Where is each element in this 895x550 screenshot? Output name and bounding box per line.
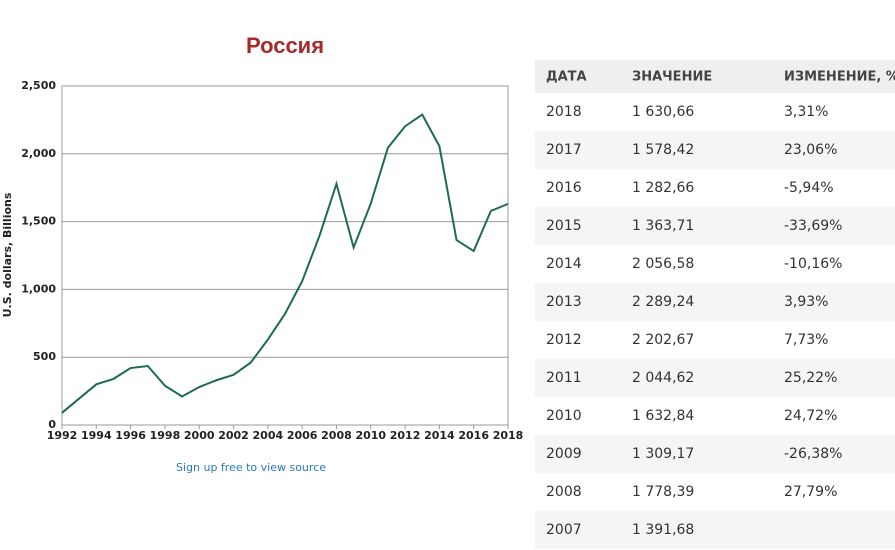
table-cell: 2 056,58 (632, 256, 695, 272)
table-row: 2012 2 202,67 7,73% (535, 321, 895, 359)
table-cell: 2 202,67 (632, 332, 695, 348)
table-cell: ИЗМЕНЕНИЕ, % (784, 69, 895, 84)
x-tick-label: 2014 (424, 429, 455, 442)
x-tick-label: 1998 (150, 429, 181, 442)
table-cell: ДАТА (546, 69, 587, 84)
table-cell: 2011 (546, 370, 582, 386)
data-table: ДАТА ЗНАЧЕНИЕ ИЗМЕНЕНИЕ, % 2018 1 630,66 3,31… (535, 60, 895, 549)
x-tick-label: 2006 (287, 429, 318, 442)
table-row: 2014 2 056,58 -10,16% (535, 245, 895, 283)
table-cell: 1 363,71 (632, 218, 695, 234)
y-tick-label: 500 (33, 350, 56, 363)
table-cell: 1 309,17 (632, 446, 695, 462)
x-tick-label: 2016 (458, 429, 489, 442)
x-tick-label: 2002 (218, 429, 249, 442)
y-tick-label: 2,000 (21, 147, 56, 160)
table-cell: 2010 (546, 408, 582, 424)
data-line (61, 113, 509, 414)
x-tick-label: 2012 (390, 429, 421, 442)
table-row: 2007 1 391,68 (535, 511, 895, 549)
table-cell: 2015 (546, 218, 582, 234)
source-link[interactable]: Sign up free to view source (176, 461, 326, 474)
x-tick-label: 2008 (321, 429, 352, 442)
x-tick-label: 1996 (115, 429, 146, 442)
chart: Россия U.S. dollars, Billions Sign up fr… (1, 33, 524, 474)
table-cell: 23,06% (784, 142, 838, 158)
table-cell: 1 630,66 (632, 104, 695, 120)
table-cell: ЗНАЧЕНИЕ (632, 69, 713, 84)
table-cell: 3,93% (784, 294, 829, 310)
y-tick-label: 0 (48, 418, 56, 431)
table-cell: 2016 (546, 180, 582, 196)
plot-area (61, 85, 509, 426)
table-cell: -26,38% (784, 446, 843, 462)
table-cell: 1 391,68 (632, 522, 695, 538)
table-cell: 27,79% (784, 484, 838, 500)
table-cell: 2008 (546, 484, 582, 500)
table-cell: 3,31% (784, 104, 829, 120)
table-row: 2016 1 282,66 -5,94% (535, 169, 895, 207)
x-tick-label: 2000 (184, 429, 215, 442)
y-axis-label: U.S. dollars, Billions (1, 192, 14, 317)
chart-title: Россия (246, 33, 324, 58)
table-cell: -5,94% (784, 180, 834, 196)
table-cell: 24,72% (784, 408, 838, 424)
x-tick-label: 2018 (493, 429, 524, 442)
table-row: 2008 1 778,39 27,79% (535, 473, 895, 511)
table-cell: 1 282,66 (632, 180, 695, 196)
table-cell: 2 044,62 (632, 370, 695, 386)
table-cell: 7,73% (784, 332, 829, 348)
table-cell: -10,16% (784, 256, 843, 272)
y-tick-label: 1,500 (21, 215, 56, 228)
table-row: 2013 2 289,24 3,93% (535, 283, 895, 321)
table-cell: 2007 (546, 522, 582, 538)
x-tick-label: 1992 (47, 429, 78, 442)
x-tick-label: 2004 (253, 429, 284, 442)
table-cell: 2013 (546, 294, 582, 310)
table-row: 2011 2 044,62 25,22% (535, 359, 895, 397)
x-tick-label: 1994 (81, 429, 112, 442)
table-cell: 2 289,24 (632, 294, 695, 310)
table-cell: 2012 (546, 332, 582, 348)
table-row: ДАТА ЗНАЧЕНИЕ ИЗМЕНЕНИЕ, % (535, 60, 895, 93)
table-cell: 25,22% (784, 370, 838, 386)
table-cell: 2009 (546, 446, 582, 462)
table-cell: 2014 (546, 256, 582, 272)
table-cell: 2018 (546, 104, 582, 120)
table-cell: 1 632,84 (632, 408, 695, 424)
table-row: 2018 1 630,66 3,31% (535, 93, 895, 131)
table-cell: 1 778,39 (632, 484, 695, 500)
y-tick-label: 1,000 (21, 282, 56, 295)
table-cell: 1 578,42 (632, 142, 695, 158)
table-row: 2009 1 309,17 -26,38% (535, 435, 895, 473)
y-tick-label: 2,500 (21, 79, 56, 92)
x-tick-label: 2010 (355, 429, 386, 442)
table-row: 2010 1 632,84 24,72% (535, 397, 895, 435)
table-row: 2017 1 578,42 23,06% (535, 131, 895, 169)
table-row: 2015 1 363,71 -33,69% (535, 207, 895, 245)
table-cell: 2017 (546, 142, 582, 158)
table-cell: -33,69% (784, 218, 843, 234)
